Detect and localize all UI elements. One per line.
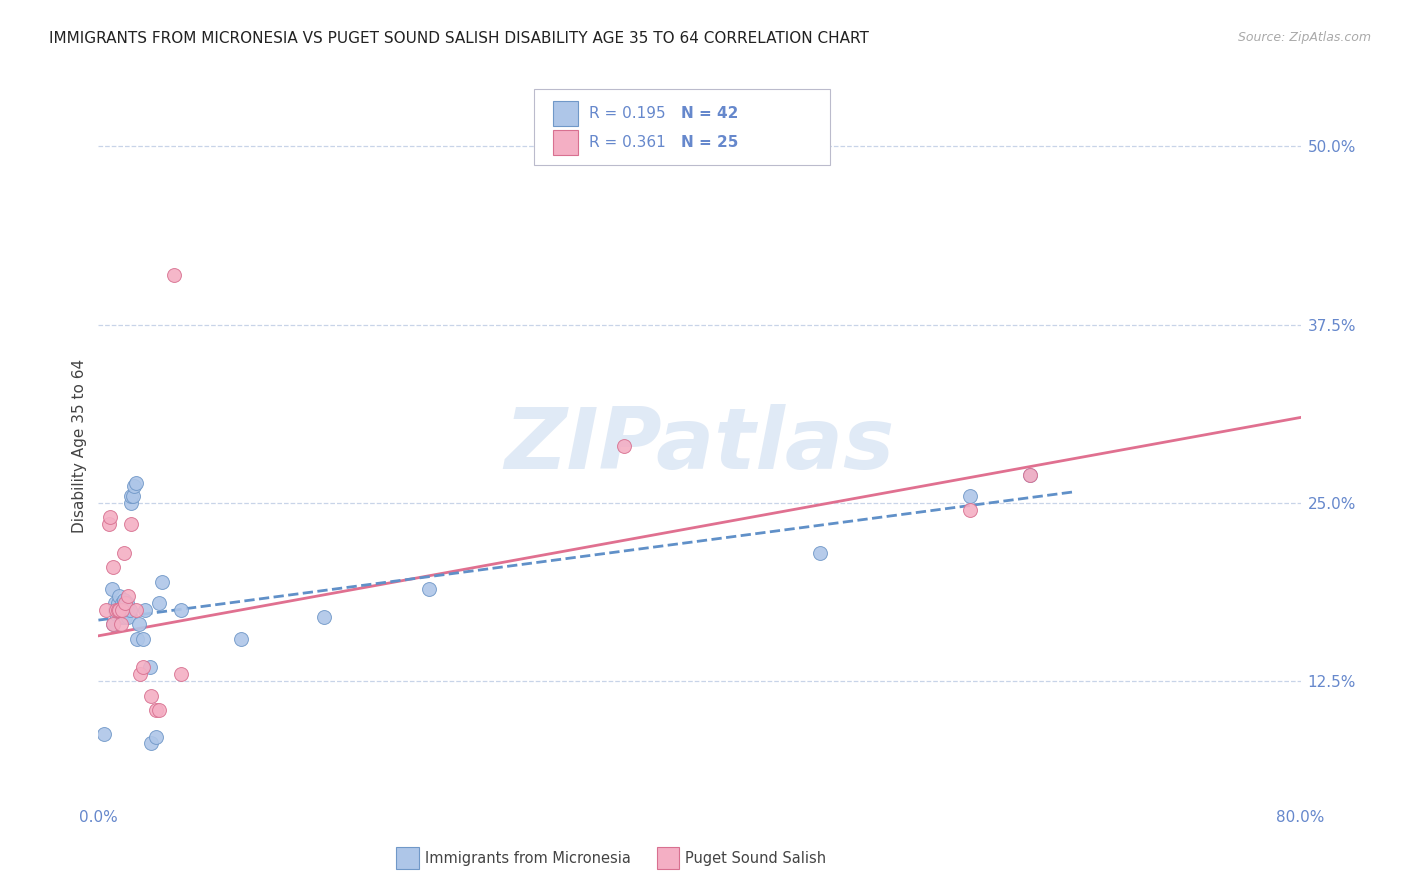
Text: Puget Sound Salish: Puget Sound Salish — [685, 851, 825, 865]
Point — [94, 603, 117, 617]
Point — [117, 589, 139, 603]
Point — [110, 610, 132, 624]
Point — [93, 727, 115, 741]
Point — [122, 489, 145, 503]
Point — [114, 603, 136, 617]
Point — [104, 596, 127, 610]
Point — [107, 603, 129, 617]
Point — [959, 489, 981, 503]
Point — [231, 632, 253, 646]
Point — [134, 603, 156, 617]
Point — [105, 603, 128, 617]
Point — [107, 596, 129, 610]
Point — [112, 593, 135, 607]
Point — [111, 596, 134, 610]
Point — [111, 603, 134, 617]
Point — [100, 510, 122, 524]
Text: R = 0.195: R = 0.195 — [589, 106, 665, 120]
Point — [170, 603, 193, 617]
Point — [97, 517, 120, 532]
Point — [115, 596, 138, 610]
Point — [150, 574, 173, 589]
Point — [145, 703, 167, 717]
Text: R = 0.361: R = 0.361 — [589, 136, 666, 150]
Point — [1019, 467, 1042, 482]
Point — [117, 610, 139, 624]
Point — [127, 632, 149, 646]
Point — [170, 667, 193, 681]
Point — [108, 603, 131, 617]
Point — [148, 703, 170, 717]
Point — [115, 603, 138, 617]
Text: IMMIGRANTS FROM MICRONESIA VS PUGET SOUND SALISH DISABILITY AGE 35 TO 64 CORRELA: IMMIGRANTS FROM MICRONESIA VS PUGET SOUN… — [49, 31, 869, 46]
Point — [118, 603, 141, 617]
Y-axis label: Disability Age 35 to 64: Disability Age 35 to 64 — [72, 359, 87, 533]
Point — [105, 607, 128, 622]
Point — [125, 476, 148, 491]
Point — [959, 503, 981, 517]
Point — [145, 730, 167, 744]
Point — [114, 610, 136, 624]
Point — [103, 617, 125, 632]
Point — [110, 610, 132, 624]
Point — [104, 603, 127, 617]
Point — [139, 736, 162, 750]
Point — [108, 589, 131, 603]
Point — [101, 582, 124, 596]
Point — [114, 596, 136, 610]
Text: N = 25: N = 25 — [681, 136, 738, 150]
Point — [103, 560, 125, 574]
Text: Source: ZipAtlas.com: Source: ZipAtlas.com — [1237, 31, 1371, 45]
Point — [132, 632, 155, 646]
Point — [107, 603, 129, 617]
Point — [312, 610, 335, 624]
Point — [121, 496, 143, 510]
Point — [129, 667, 152, 681]
Point — [139, 689, 162, 703]
Point — [124, 479, 146, 493]
Point — [103, 617, 125, 632]
Point — [121, 489, 143, 503]
Point — [121, 517, 143, 532]
Point — [138, 660, 160, 674]
Point — [418, 582, 440, 596]
Point — [162, 268, 184, 282]
Text: N = 42: N = 42 — [681, 106, 738, 120]
Point — [112, 596, 135, 610]
Point — [125, 603, 148, 617]
Point — [613, 439, 636, 453]
Text: Immigrants from Micronesia: Immigrants from Micronesia — [425, 851, 630, 865]
Text: ZIPatlas: ZIPatlas — [505, 404, 894, 488]
Point — [112, 546, 135, 560]
Point — [808, 546, 831, 560]
Point — [148, 596, 170, 610]
Point — [111, 603, 134, 617]
Point — [128, 617, 150, 632]
Point — [110, 617, 132, 632]
Point — [132, 660, 155, 674]
Point — [1019, 467, 1042, 482]
